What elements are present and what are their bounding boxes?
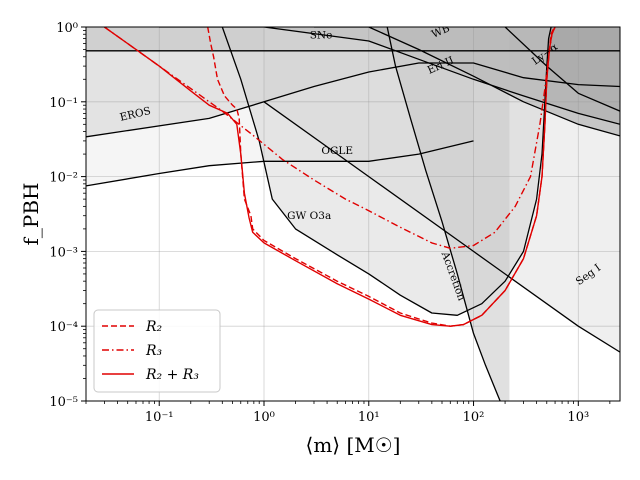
boundary-wb (314, 27, 620, 137)
data-series (103, 27, 556, 327)
y-tick-label: 10⁻⁵ (49, 395, 78, 410)
x-axis-label: ⟨m⟩ [M☉] (306, 433, 401, 457)
region-ogle (86, 27, 474, 186)
legend-label-r: R₃ (145, 343, 163, 359)
legend-label-r: R₂ (145, 319, 163, 335)
constraint-boundaries (86, 27, 620, 401)
x-tick-label: 10⁻¹ (145, 410, 174, 425)
y-tick-label: 10⁰ (56, 21, 78, 36)
boundary-gw-o3a (221, 27, 552, 316)
legend: R₂ R₃ R₂ + R₃ (93, 309, 221, 393)
legend-label-r-r: R₂ + R₃ (145, 367, 199, 383)
legend-box (93, 309, 221, 393)
boundary-eri-ii (159, 27, 620, 125)
annotation-gw-o3a: GW O3a (287, 210, 331, 222)
y-tick-label: 10⁻¹ (49, 96, 78, 111)
y-tick-label: 10⁻³ (49, 245, 78, 260)
series-r-r-line (103, 27, 556, 327)
region-seg-i (264, 27, 620, 353)
x-tick-label: 10² (463, 410, 485, 425)
boundary-seg-i (263, 101, 620, 353)
x-tick-label: 10¹ (358, 410, 380, 425)
region-accretion (387, 27, 510, 401)
y-tick-label: 10⁻⁴ (49, 320, 78, 335)
series-r-line (207, 27, 556, 327)
annotation-sne: SNe (310, 30, 333, 42)
annotation-ogle: OGLE (321, 145, 353, 157)
x-tick-label: 10³ (567, 410, 589, 425)
region-wb (314, 27, 620, 136)
plot-frame (85, 26, 621, 402)
series-r-line (103, 27, 556, 250)
axis-ticks: 10⁻¹ 10⁰ 10¹ 10² 10³ 10⁻⁵ 10⁻⁴ 10⁻³ 10⁻² 10⁻¹ 10⁰ (49, 21, 611, 425)
x-tick-label: 10⁰ (253, 410, 275, 425)
y-axis-label: f_PBH (19, 183, 43, 246)
region-gw-o3a (222, 27, 552, 316)
region-ly (505, 27, 620, 112)
boundary-ly (504, 27, 620, 112)
boundary-ogle (86, 140, 474, 187)
y-tick-label: 10⁻² (49, 171, 78, 186)
